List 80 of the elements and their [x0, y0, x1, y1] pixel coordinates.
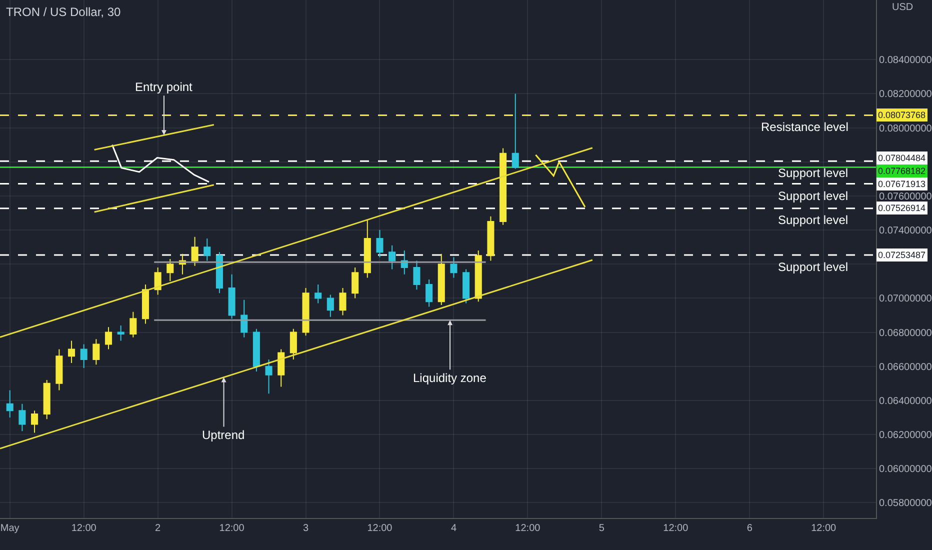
- annotation: 0.08073768: [878, 110, 926, 120]
- x-tick-label: 12:00: [71, 523, 97, 534]
- candlestick: [166, 258, 174, 282]
- candlestick: [265, 359, 272, 394]
- x-tick-label: 5: [598, 523, 605, 534]
- candlestick: [352, 267, 359, 299]
- y-tick-label: 0.07000000: [879, 294, 932, 305]
- candlestick: [290, 328, 297, 360]
- x-tick-label: 4: [450, 523, 457, 534]
- annotation: 0.07768182: [878, 166, 926, 176]
- annotation: 0.07671913: [878, 179, 926, 189]
- y-tick-label: 0.06600000: [879, 362, 932, 373]
- annotation: 0.07804484: [878, 153, 926, 163]
- candlestick: [240, 299, 248, 338]
- candlestick: [130, 311, 137, 338]
- y-tick-label: 0.05800000: [879, 498, 932, 510]
- y-tick-label: 0.06400000: [879, 396, 932, 407]
- y-tick-label: 0.08400000: [879, 55, 932, 66]
- x-tick-label: 3: [302, 523, 309, 534]
- ref-line-label: Support level: [778, 260, 848, 274]
- y-axis-title: USD: [892, 2, 914, 13]
- candlestick: [204, 238, 211, 262]
- y-tick-label: 0.06800000: [879, 328, 932, 339]
- candlestick: [376, 230, 384, 258]
- candlestick: [339, 287, 346, 316]
- annotation: 0.07253487: [878, 250, 926, 260]
- candlestick: [117, 324, 124, 342]
- y-tick-label: 0.08000000: [879, 123, 932, 134]
- ref-line-label: Support level: [778, 189, 848, 203]
- candlestick: [278, 348, 285, 388]
- candlestick: [154, 267, 162, 296]
- candlestick: [142, 284, 150, 324]
- candlestick: [388, 244, 396, 270]
- candlestick: [6, 390, 14, 418]
- candlestick: [18, 403, 26, 432]
- candlestick: [92, 338, 100, 366]
- ref-line-label: Resistance level: [761, 120, 848, 134]
- candlestick: [252, 328, 260, 372]
- y-tick-label: 0.06200000: [879, 430, 932, 442]
- annotation: Liquidity zone: [413, 371, 487, 385]
- annotation: Entry point: [135, 80, 194, 94]
- candlestick: [314, 284, 322, 304]
- candlestick: [450, 256, 458, 278]
- candlestick: [56, 348, 63, 391]
- candlestick: [326, 294, 334, 318]
- candlestick: [474, 250, 482, 302]
- annotation: Uptrend: [202, 428, 245, 442]
- candlestick: [302, 287, 310, 336]
- chart-title: TRON / US Dollar, 30: [6, 5, 122, 19]
- x-tick-label: 6: [746, 523, 753, 534]
- x-tick-label: 12:00: [367, 523, 393, 534]
- x-tick-label: 12:00: [515, 523, 541, 534]
- ref-line-label: Support level: [778, 213, 848, 227]
- candlestick: [500, 148, 507, 226]
- x-tick-label: May: [0, 523, 20, 534]
- candlestick: [413, 260, 420, 290]
- x-tick-label: 2: [155, 523, 162, 534]
- candlestick: [487, 216, 494, 262]
- x-tick-label: 12:00: [219, 523, 245, 534]
- candlestick: [438, 253, 445, 306]
- candlestick: [43, 379, 50, 420]
- x-tick-label: 12:00: [811, 523, 837, 534]
- candlestick: [512, 93, 519, 170]
- candlestick: [364, 219, 371, 278]
- candlestick: [68, 340, 76, 364]
- annotation: 0.07526914: [878, 203, 926, 213]
- y-tick-label: 0.08200000: [879, 89, 932, 100]
- candlestick: [191, 236, 198, 266]
- y-tick-label: 0.06000000: [879, 464, 932, 476]
- candlestick: [462, 268, 470, 304]
- y-tick-label: 0.07600000: [879, 191, 932, 202]
- candlestick: [216, 252, 223, 294]
- candlestick: [426, 278, 433, 308]
- candlestick: [104, 326, 112, 350]
- y-tick-label: 0.07400000: [879, 226, 932, 237]
- candlestick: [80, 344, 88, 369]
- candlestick: [228, 274, 236, 320]
- x-tick-label: 12:00: [663, 523, 689, 534]
- candlestick: [31, 410, 38, 434]
- ref-line-label: Support level: [778, 166, 848, 180]
